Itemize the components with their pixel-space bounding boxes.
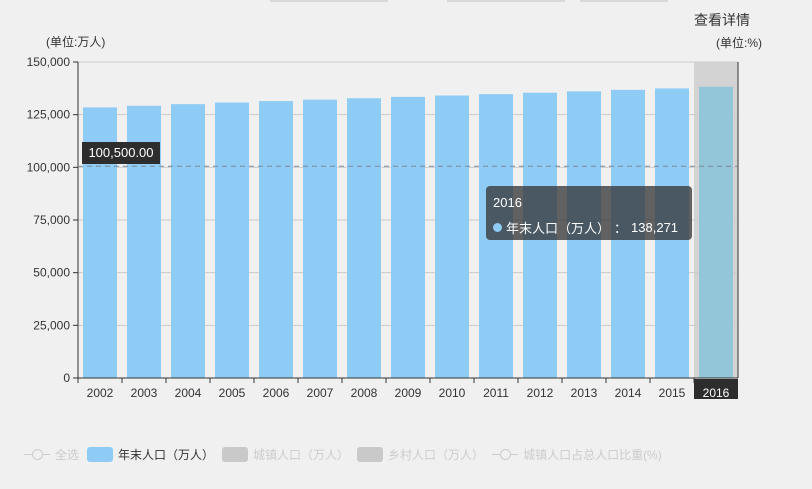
- x-tick-label: 2007: [307, 386, 334, 400]
- details-link[interactable]: 查看详情: [694, 12, 750, 28]
- legend-label: 城镇人口占总人口比重(%): [523, 448, 662, 462]
- legend-label: 全选: [55, 448, 80, 462]
- legend-item-urban-population[interactable]: 城镇人口（万人）: [222, 446, 349, 463]
- y-tick-label: 50,000: [33, 266, 70, 280]
- x-tick-label: 2012: [527, 386, 554, 400]
- bar-2006: [259, 101, 293, 378]
- reference-line-label: 100,500.00: [82, 142, 160, 164]
- y-tick-label: 25,000: [33, 318, 70, 332]
- x-tick-label: 2008: [351, 386, 378, 400]
- tooltip-value: 138,271: [631, 220, 679, 235]
- y-tick-label: 150,000: [27, 55, 71, 69]
- legend-label: 乡村人口（万人）: [388, 448, 485, 462]
- legend-label: 城镇人口（万人）: [253, 448, 350, 462]
- left-axis-unit: (单位:万人): [46, 35, 106, 49]
- top-tab-2[interactable]: [447, 0, 565, 2]
- top-tab-1[interactable]: [270, 0, 388, 2]
- bar-2008: [347, 98, 381, 378]
- x-tick-label: 2005: [219, 386, 246, 400]
- bar-2010: [435, 95, 469, 379]
- legend-item-year-end-population[interactable]: 年末人口（万人）: [87, 446, 214, 463]
- legend-item-urbanization-rate[interactable]: 城镇人口占总人口比重(%): [492, 446, 662, 463]
- x-tick-label: 2004: [175, 386, 202, 400]
- legend-item-rural-population[interactable]: 乡村人口（万人）: [357, 446, 484, 463]
- y-tick-label: 125,000: [27, 108, 71, 122]
- x-tick-label: 2015: [659, 386, 686, 400]
- tooltip-series: 年末人口（万人）: [506, 221, 611, 236]
- series-dot-icon: [493, 223, 502, 232]
- y-tick-label: 100,000: [27, 160, 71, 174]
- tooltip-title: 2016: [493, 195, 522, 210]
- bar-2004: [171, 104, 205, 378]
- bar-swatch-icon: [357, 447, 384, 462]
- bar-2005: [215, 102, 249, 378]
- x-tick-label: 2003: [131, 386, 158, 400]
- x-tick-label: 2016: [703, 386, 730, 400]
- x-tick-label: 2014: [615, 386, 642, 400]
- line-marker-icon: [492, 447, 519, 462]
- bar-swatch-icon: [222, 447, 249, 462]
- tooltip-sep: ：: [614, 221, 628, 236]
- top-tab-3[interactable]: [580, 0, 668, 2]
- line-marker-icon: [24, 447, 50, 462]
- x-tick-label: 2013: [571, 386, 598, 400]
- y-tick-label: 0: [63, 371, 70, 385]
- y-tick-label: 75,000: [33, 213, 70, 227]
- x-tick-label: 2006: [263, 386, 290, 400]
- bar-2009: [391, 96, 425, 379]
- legend: 全选 年末人口（万人） 城镇人口（万人） 乡村人口（万人） 城镇人口占总人口比重…: [24, 446, 662, 463]
- x-tick-label: 2011: [483, 386, 509, 400]
- legend-item-select-all[interactable]: 全选: [24, 446, 79, 463]
- bar-2007: [303, 99, 337, 378]
- x-tick-label: 2002: [87, 386, 114, 400]
- tooltip: 2016 年末人口（万人）： 138,271: [486, 186, 692, 240]
- bar-swatch-icon: [87, 447, 114, 462]
- x-highlight-label-bg: [694, 379, 738, 399]
- right-axis-unit: (单位:%): [716, 36, 762, 50]
- legend-label: 年末人口（万人）: [118, 448, 215, 462]
- x-tick-label: 2009: [395, 386, 422, 400]
- bar-2016: [699, 86, 733, 378]
- x-tick-label: 2010: [439, 386, 466, 400]
